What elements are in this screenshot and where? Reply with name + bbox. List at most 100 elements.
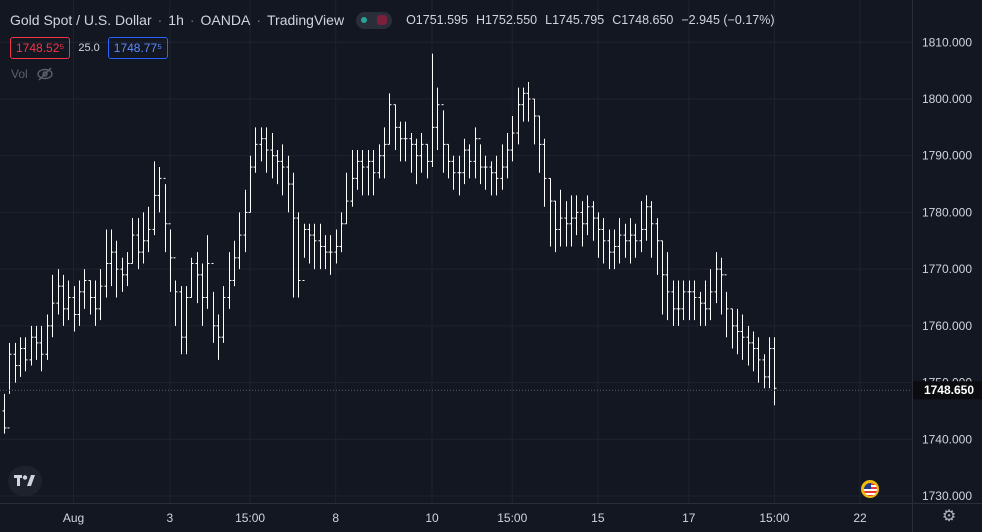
ohlc-bar bbox=[740, 314, 745, 360]
ohlc-bar bbox=[189, 257, 194, 298]
ohlc-bar bbox=[724, 274, 729, 338]
last-price-text: 1748.650 bbox=[924, 383, 974, 397]
eye-hidden-icon[interactable] bbox=[36, 67, 54, 81]
ohlc-bar bbox=[61, 274, 66, 326]
ohlc-bar bbox=[521, 87, 526, 122]
ohlc-bar bbox=[93, 280, 98, 326]
ohlc-bar bbox=[751, 331, 756, 372]
time-tick-label: 8 bbox=[332, 511, 339, 525]
ohlc-bar bbox=[259, 127, 264, 162]
ohlc-bar bbox=[382, 127, 387, 179]
ohlc-bar bbox=[270, 133, 275, 179]
flag-icon bbox=[863, 482, 877, 496]
ohlc-bar bbox=[505, 133, 510, 179]
ohlc-bar bbox=[72, 286, 77, 332]
price-axis[interactable]: 1810.000 1800.000 1790.000 1780.000 1770.000… bbox=[922, 35, 972, 503]
ohlc-bar bbox=[708, 269, 713, 321]
ohlc-bar bbox=[179, 286, 184, 355]
ohlc-bar bbox=[398, 121, 403, 162]
ohlc-bar bbox=[644, 195, 649, 241]
ohlc-bar bbox=[537, 115, 542, 173]
ohlc-bar bbox=[152, 161, 157, 236]
ohlc-bar bbox=[617, 218, 622, 264]
source-label: TradingView bbox=[267, 12, 345, 28]
price-tick-label: 1740.000 bbox=[922, 432, 972, 446]
ohlc-bar bbox=[403, 121, 408, 162]
ohlc-bar bbox=[665, 252, 670, 321]
time-tick-label: 15:00 bbox=[497, 511, 527, 525]
change-value: −2.945 (−0.17%) bbox=[681, 13, 775, 27]
ohlc-bar bbox=[264, 127, 269, 173]
ohlc-bar bbox=[23, 337, 28, 372]
ohlc-bar bbox=[473, 127, 478, 179]
ohlc-bar bbox=[414, 138, 419, 185]
ohlc-bar bbox=[18, 337, 23, 377]
spread-value: 25.0 bbox=[78, 42, 100, 54]
time-tick-label: 17 bbox=[682, 511, 696, 525]
ohlc-bar bbox=[66, 280, 71, 321]
ohlc-bar bbox=[467, 144, 472, 179]
ohlc-bar bbox=[232, 240, 237, 287]
ohlc-bar bbox=[596, 212, 601, 258]
ask-button[interactable]: 1748.77⁵ bbox=[107, 37, 169, 59]
ohlc-bar bbox=[371, 150, 376, 196]
ohlc-bar bbox=[409, 133, 414, 173]
ohlc-bar bbox=[360, 150, 365, 196]
volume-indicator[interactable]: Vol bbox=[11, 67, 54, 81]
ohlc-bar bbox=[163, 177, 168, 253]
price-tick-label: 1800.000 bbox=[922, 92, 972, 106]
ohlc-bar bbox=[275, 150, 280, 185]
ohlc-bar bbox=[98, 269, 103, 321]
ohlc-bar bbox=[168, 223, 173, 292]
time-tick-label: 10 bbox=[425, 511, 439, 525]
ohlc-bar bbox=[205, 235, 210, 309]
ohlc-bar bbox=[569, 195, 574, 247]
tradingview-logo-icon[interactable] bbox=[8, 466, 42, 496]
ohlc-bar bbox=[489, 161, 494, 196]
symbol-title[interactable]: Gold Spot / U.S. Dollar bbox=[10, 12, 152, 28]
ohlc-bar bbox=[286, 155, 291, 213]
ohlc-bar bbox=[457, 155, 462, 196]
ohlc-bar bbox=[607, 229, 612, 270]
volume-label: Vol bbox=[11, 67, 28, 81]
price-tick-label: 1810.000 bbox=[922, 35, 972, 49]
ohlc-bar bbox=[532, 98, 537, 145]
high-value: H1752.550 bbox=[475, 13, 538, 27]
ohlc-bar bbox=[307, 223, 312, 264]
ohlc-bar bbox=[77, 280, 82, 326]
ohlc-bar bbox=[719, 257, 724, 315]
interval-label[interactable]: 1h bbox=[168, 12, 184, 28]
time-axis[interactable]: Aug 3 15:00 8 10 15:00 15 17 15:00 22 bbox=[63, 511, 867, 525]
time-tick-label: Aug bbox=[63, 511, 84, 525]
ohlc-bar bbox=[34, 325, 39, 360]
gear-icon[interactable]: ⚙ bbox=[941, 508, 957, 525]
ohlc-bar bbox=[591, 201, 596, 241]
ohlc-bar bbox=[671, 280, 676, 326]
ohlc-bar bbox=[2, 393, 7, 434]
separator-dot: · bbox=[189, 12, 195, 28]
ohlc-bar bbox=[334, 229, 339, 264]
ohlc-bar bbox=[494, 155, 499, 196]
ohlc-bar bbox=[237, 212, 242, 270]
ohlc-bar bbox=[649, 201, 654, 258]
price-tick-label: 1760.000 bbox=[922, 319, 972, 333]
ohlc-bar bbox=[735, 308, 740, 355]
market-status-toggle[interactable] bbox=[356, 11, 393, 29]
ohlc-bar bbox=[660, 240, 665, 315]
ohlc-bar bbox=[623, 223, 628, 258]
ohlc-bar bbox=[318, 223, 323, 270]
us-flag-event-icon[interactable] bbox=[861, 480, 879, 498]
ohlc-bar bbox=[377, 144, 382, 179]
ohlc-bar bbox=[13, 342, 18, 383]
ohlc-bar bbox=[639, 201, 644, 253]
ohlc-bar bbox=[141, 212, 146, 264]
ohlc-bar bbox=[88, 279, 93, 315]
bid-button[interactable]: 1748.52⁵ bbox=[10, 37, 71, 59]
time-tick-label: 22 bbox=[853, 511, 867, 525]
flag-icon bbox=[377, 15, 388, 25]
price-tick-label: 1780.000 bbox=[922, 205, 972, 219]
status-dot-icon bbox=[361, 17, 368, 23]
ohlc-bar bbox=[628, 218, 633, 264]
ohlc-bar bbox=[291, 172, 296, 298]
